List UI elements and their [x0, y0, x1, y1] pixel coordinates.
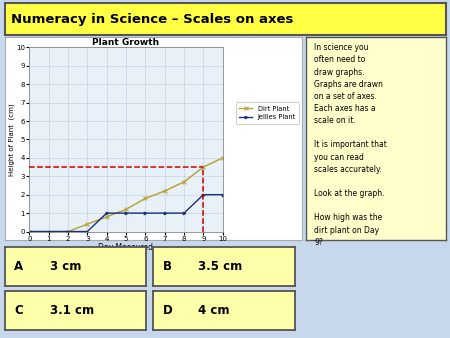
- Text: B: B: [163, 260, 172, 273]
- Dirt Plant: [85, 222, 90, 226]
- Line: Dirt Plant: Dirt Plant: [27, 156, 225, 233]
- Text: A: A: [14, 260, 23, 273]
- Text: Numeracy in Science – Scales on axes: Numeracy in Science – Scales on axes: [11, 13, 293, 26]
- Text: C: C: [14, 304, 23, 317]
- Jellies Plant: [85, 230, 90, 234]
- Text: D: D: [163, 304, 173, 317]
- Y-axis label: Height of Plant  (cm): Height of Plant (cm): [8, 103, 15, 176]
- Title: Plant Growth: Plant Growth: [92, 38, 160, 47]
- Jellies Plant: [123, 211, 129, 215]
- X-axis label: Day Measured: Day Measured: [99, 243, 153, 252]
- Dirt Plant: [104, 215, 109, 219]
- Jellies Plant: [65, 230, 71, 234]
- Dirt Plant: [220, 156, 225, 160]
- Text: 4 cm: 4 cm: [198, 304, 230, 317]
- Text: 3.5 cm: 3.5 cm: [198, 260, 243, 273]
- Text: 3.1 cm: 3.1 cm: [50, 304, 94, 317]
- Jellies Plant: [104, 211, 109, 215]
- Legend: Dirt Plant, Jellies Plant: Dirt Plant, Jellies Plant: [236, 102, 299, 124]
- Dirt Plant: [162, 189, 167, 193]
- Jellies Plant: [46, 230, 51, 234]
- Jellies Plant: [27, 230, 32, 234]
- Jellies Plant: [181, 211, 187, 215]
- Jellies Plant: [220, 193, 225, 197]
- Dirt Plant: [143, 196, 148, 200]
- Text: In science you
often need to
draw graphs.
Graphs are drawn
on a set of axes.
Eac: In science you often need to draw graphs…: [315, 43, 387, 247]
- Jellies Plant: [162, 211, 167, 215]
- Dirt Plant: [201, 165, 206, 169]
- Line: Jellies Plant: Jellies Plant: [28, 193, 224, 233]
- Dirt Plant: [27, 230, 32, 234]
- Dirt Plant: [123, 208, 129, 212]
- Text: 3 cm: 3 cm: [50, 260, 81, 273]
- Dirt Plant: [65, 230, 71, 234]
- Dirt Plant: [181, 180, 187, 184]
- Jellies Plant: [143, 211, 148, 215]
- Jellies Plant: [201, 193, 206, 197]
